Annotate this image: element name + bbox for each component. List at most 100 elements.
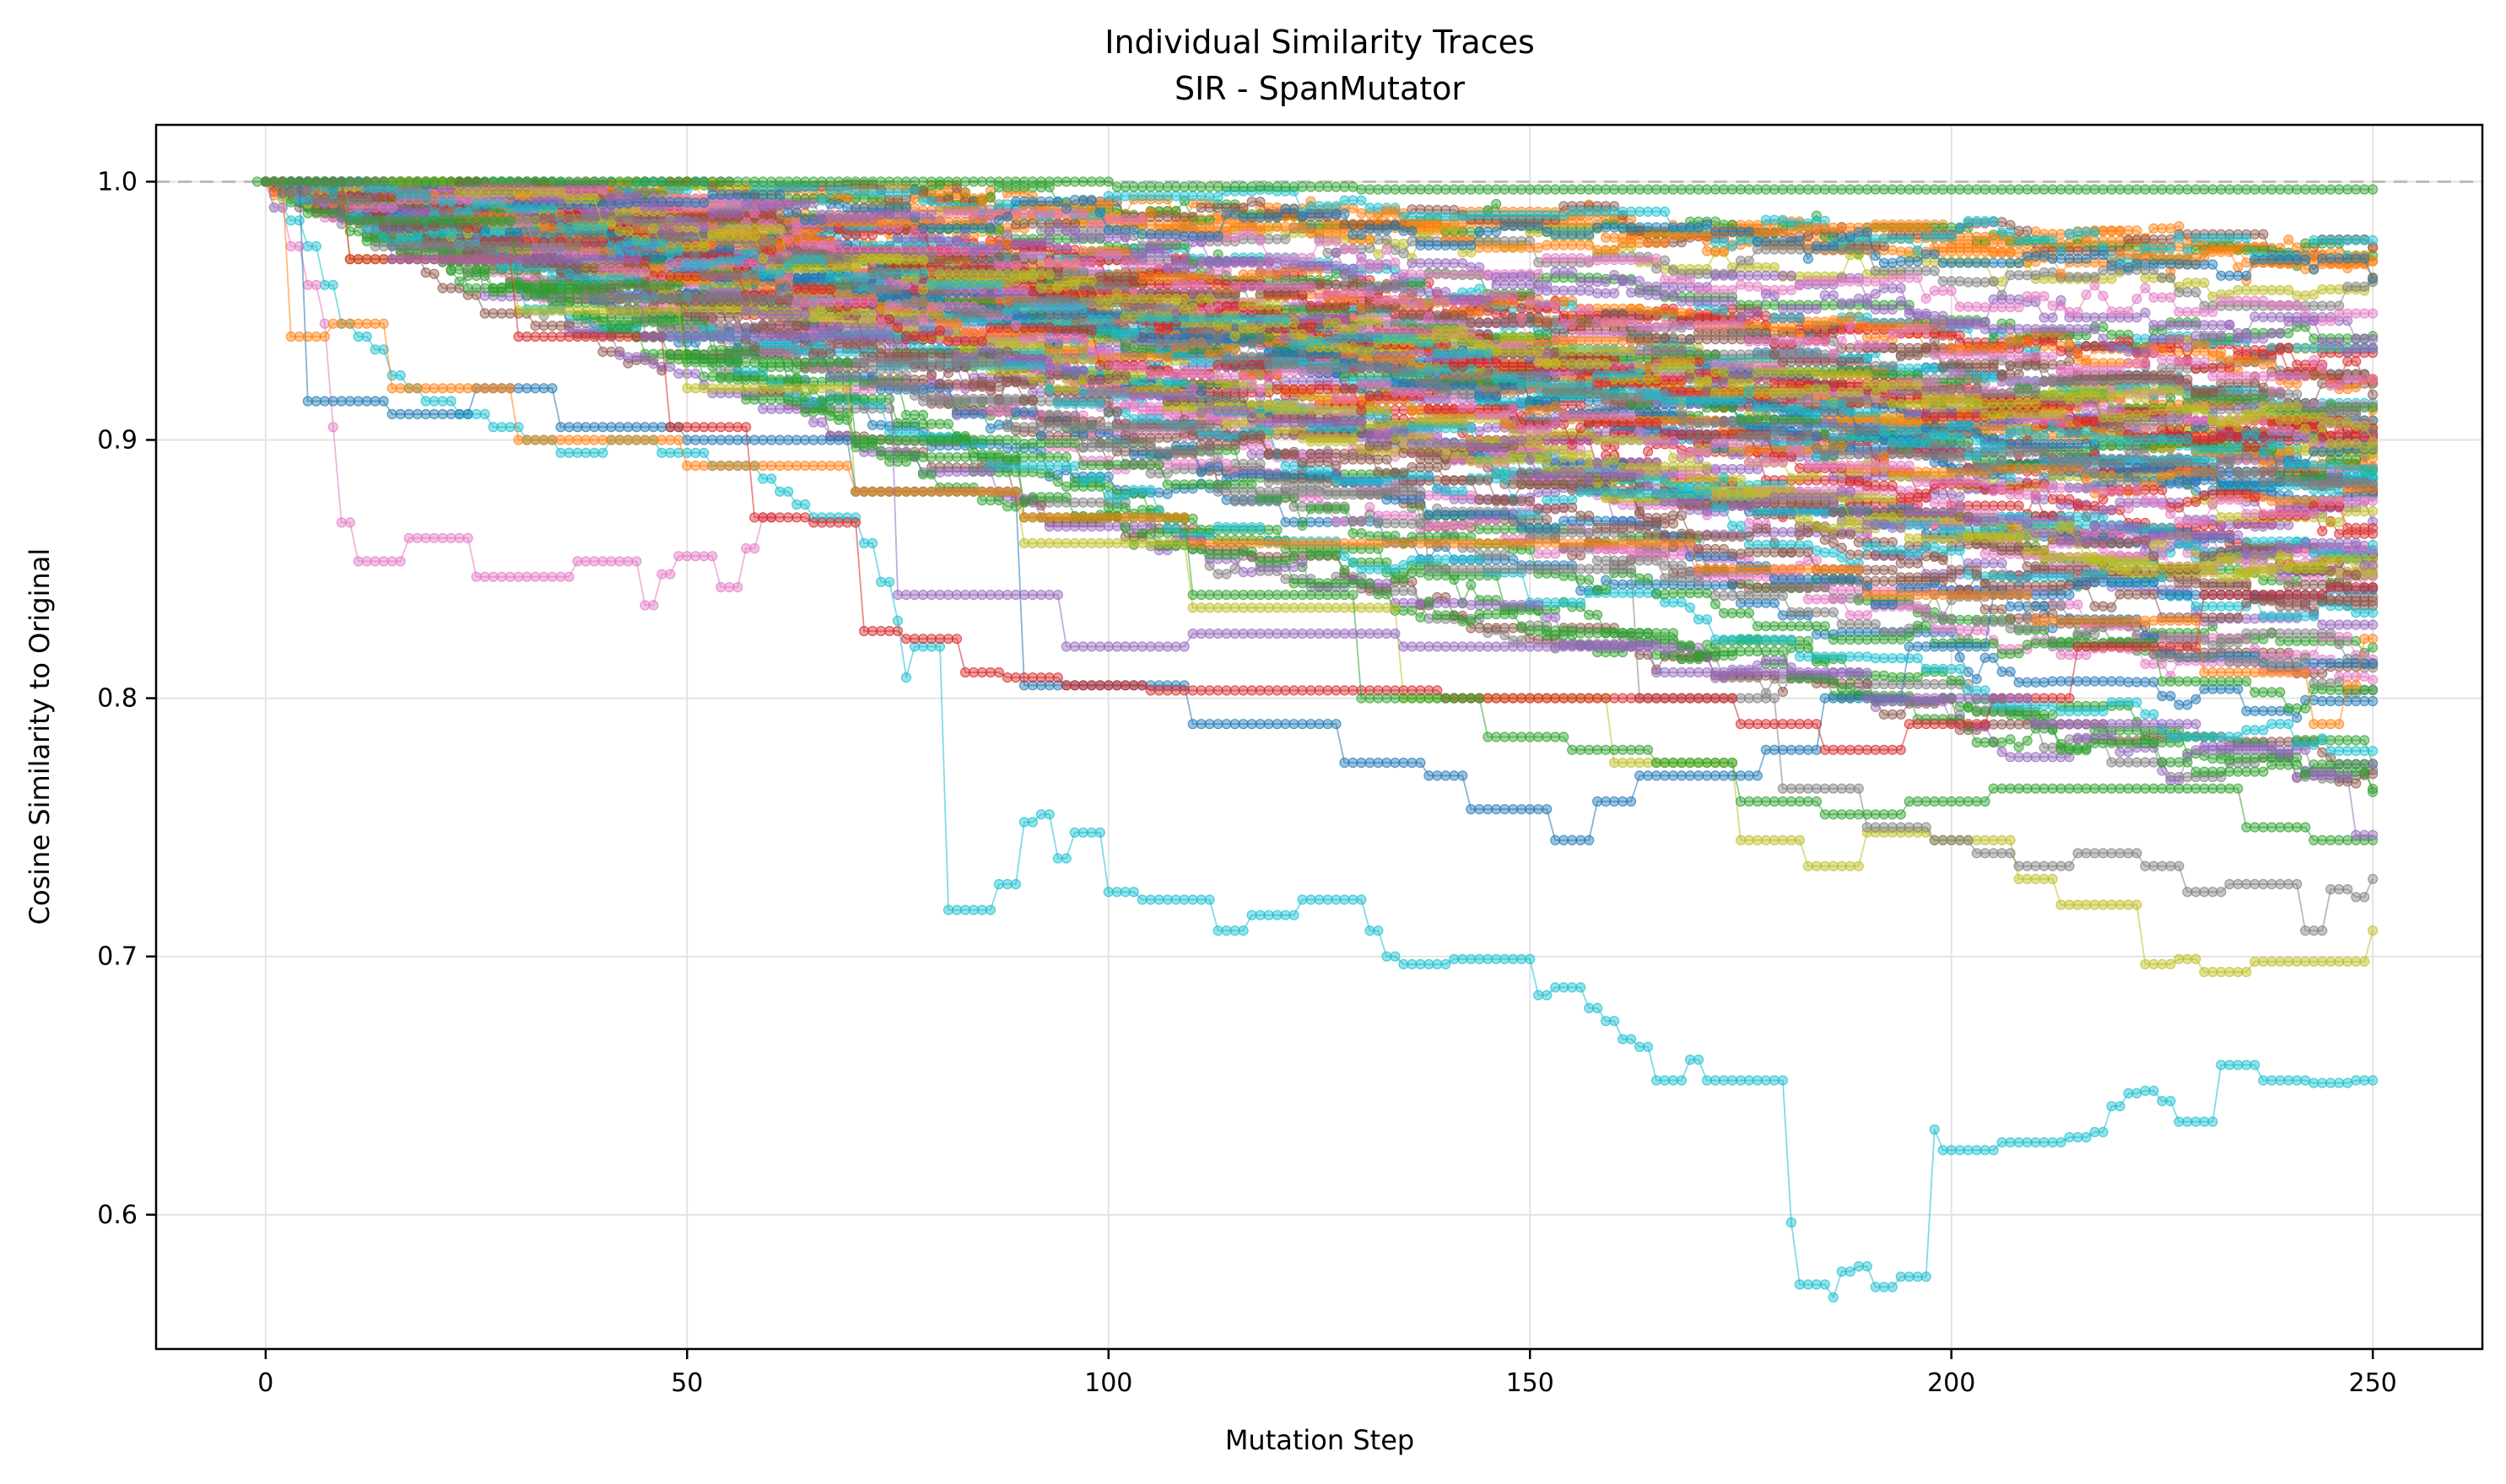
trace-point [2258,705,2269,716]
trace-point [1878,575,1889,586]
trace-point [985,407,996,418]
trace-point [1718,580,1730,591]
trace-point [1920,363,1931,374]
trace-point [1963,614,1974,625]
trace-point [2266,705,2277,716]
trace-point [1229,564,1240,575]
trace-point [1314,516,1325,528]
trace-point [1474,426,1485,437]
trace-point [2039,677,2050,688]
trace-point [1819,475,1830,486]
trace-point [1971,673,1982,685]
trace-point [2005,376,2016,387]
trace-point [1508,554,1519,565]
chart-subtitle: SIR - SpanMutator [1175,70,1465,107]
trace-point [1769,526,1780,537]
trace-point [1979,652,1990,663]
trace-point [1094,497,1105,508]
trace-point [2055,676,2066,687]
trace-point [2072,676,2083,687]
trace-point [1322,516,1333,528]
trace-point [2005,612,2016,624]
trace-point [2317,695,2328,707]
trace-point [2317,378,2328,389]
trace-point [2013,612,2024,624]
trace-point [2022,677,2033,688]
trace-point [1491,422,1502,433]
trace-point [2013,677,2024,688]
trace-point [2165,690,2176,702]
trace-point [1726,580,1738,591]
trace-point [2351,619,2362,630]
trace-point [1988,372,1999,383]
trace-point [1979,558,1990,569]
trace-point [2114,676,2125,687]
trace-point [2081,676,2092,687]
trace-point [1077,497,1088,508]
trace-point [2039,742,2050,753]
trace-point [1954,614,1965,625]
trace-point [2140,757,2151,768]
trace-point [2275,705,2286,716]
trace-point [1937,678,1948,690]
trace-point [2089,676,2100,687]
trace-point [1390,404,1401,416]
trace-point [2334,528,2345,539]
trace-point [2241,613,2252,624]
trace-point [875,419,887,430]
trace-point [1398,404,1409,416]
trace-point [2098,676,2109,687]
trace-point [2157,690,2168,702]
trace-point [1625,579,1637,590]
trace-point [2334,619,2345,630]
trace-point [2182,699,2193,710]
trace-point [2325,695,2336,707]
trace-point [2283,235,2294,246]
trace-point [2106,757,2117,768]
trace-point [1996,604,2007,615]
trace-point [2005,500,2016,511]
trace-point [2241,705,2252,716]
trace-point [1255,449,1266,460]
trace-point [2249,613,2260,624]
trace-point [2148,677,2159,688]
trace-point [1979,604,1990,615]
chart-title: Individual Similarity Traces [1104,24,1535,61]
trace-point [2342,631,2353,643]
trace-point [1684,333,1696,345]
trace-point [1305,516,1316,528]
trace-point [2351,635,2362,646]
trace-point [2182,771,2193,783]
trace-point [1878,678,1889,690]
trace-point [1676,333,1688,345]
trace-point [2157,223,2168,234]
trace-point [1979,372,1990,383]
trace-point [1929,363,1940,374]
trace-point [2342,619,2353,630]
trace-point [2334,695,2345,707]
trace-point [1086,497,1097,508]
trace-point [867,419,878,430]
trace-point [2131,677,2142,688]
trace-point [2317,619,2328,630]
trace-point [2292,712,2303,723]
trace-point [2030,677,2041,688]
trace-point [2114,757,2125,768]
trace-point [2165,223,2176,234]
trace-point [2131,757,2142,768]
trace-point [1103,471,1114,483]
trace-point [1988,652,1999,663]
trace-point [1280,516,1291,528]
trace-point [1963,666,1974,677]
trace-point [1153,487,1164,498]
trace-point [2368,642,2379,653]
trace-point [2368,695,2379,707]
trace-point [2174,699,2185,710]
trace-point [1929,678,1940,690]
trace-point [2072,599,2083,610]
trace-point [2249,705,2260,716]
trace-point [1483,422,1493,433]
trace-point [1575,585,1586,596]
trace-point [1996,558,2007,569]
